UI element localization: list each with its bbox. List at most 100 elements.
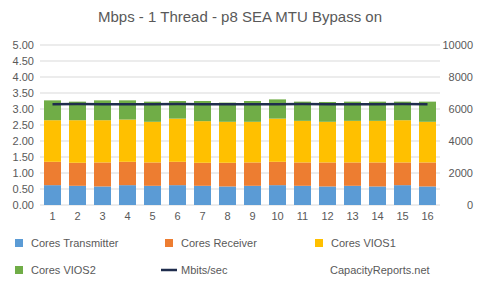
bar	[169, 119, 186, 162]
bar	[244, 122, 261, 163]
x-tick-label: 16	[421, 210, 433, 222]
y-tick-label: 0.00	[13, 199, 34, 211]
y-tick-label: 1.50	[13, 151, 34, 163]
x-tick-label: 15	[396, 210, 408, 222]
x-tick-label: 6	[174, 210, 180, 222]
y2-tick-label: 6000	[449, 103, 473, 115]
bar	[69, 120, 86, 163]
x-tick-label: 8	[224, 210, 230, 222]
bar	[344, 162, 361, 185]
bar	[94, 162, 111, 186]
x-tick-label: 12	[321, 210, 333, 222]
grid-line	[40, 61, 440, 62]
bar	[394, 185, 411, 205]
bar	[94, 186, 111, 205]
bar	[419, 186, 436, 205]
bar	[369, 162, 386, 186]
bar	[144, 122, 161, 163]
y-tick-label: 2.50	[13, 119, 34, 131]
bar	[194, 163, 211, 186]
bar	[294, 162, 311, 185]
bar	[269, 185, 286, 205]
y-tick-label: 0.50	[13, 183, 34, 195]
bar	[244, 186, 261, 205]
bar	[119, 162, 136, 185]
y-tick-label: 3.00	[13, 103, 34, 115]
grid-line	[40, 45, 440, 46]
legend-swatch	[165, 239, 173, 247]
bar	[194, 186, 211, 205]
bar	[294, 186, 311, 205]
x-tick-label: 13	[346, 210, 358, 222]
bar	[144, 162, 161, 185]
legend-swatch	[15, 266, 23, 274]
bar	[219, 186, 236, 205]
bar	[394, 162, 411, 185]
bar	[169, 162, 186, 185]
y-tick-label: 5.00	[13, 39, 34, 51]
y2-tick-label: 8000	[449, 71, 473, 83]
x-tick-label: 9	[249, 210, 255, 222]
x-tick-label: 14	[371, 210, 383, 222]
y-tick-label: 1.00	[13, 167, 34, 179]
bar	[219, 163, 236, 187]
bar	[319, 122, 336, 163]
bar	[394, 120, 411, 162]
bar	[319, 186, 336, 205]
annotation: CapacityReports.net	[330, 264, 430, 276]
bar	[269, 99, 286, 118]
bar	[344, 186, 361, 205]
x-tick-label: 2	[74, 210, 80, 222]
legend-swatch	[15, 239, 23, 247]
legend-label: Cores Receiver	[181, 237, 257, 249]
y2-tick-label: 10000	[442, 39, 473, 51]
bar	[219, 122, 236, 163]
title: Mbps - 1 Thread - p8 SEA MTU Bypass on	[98, 8, 382, 25]
bar	[119, 120, 136, 162]
y-tick-label: 3.50	[13, 87, 34, 99]
legend-label: Cores Transmitter	[31, 237, 119, 249]
bar	[194, 121, 211, 163]
legend-line	[161, 269, 177, 272]
line	[53, 103, 428, 106]
bar	[144, 186, 161, 205]
bar	[294, 121, 311, 163]
bar	[94, 120, 111, 162]
background	[0, 0, 480, 288]
y-tick-label: 2.00	[13, 135, 34, 147]
bar	[119, 185, 136, 205]
bar	[369, 121, 386, 163]
y-tick-label: 4.50	[13, 55, 34, 67]
y2-tick-label: 2000	[449, 167, 473, 179]
legend-label: Cores VIOS2	[31, 264, 96, 276]
bar	[419, 122, 436, 163]
x-tick-label: 11	[297, 210, 308, 222]
legend-swatch	[315, 239, 323, 247]
grid-line	[40, 93, 440, 94]
bar	[344, 121, 361, 163]
bar	[419, 162, 436, 186]
bar	[44, 120, 61, 162]
chart: Mbps - 1 Thread - p8 SEA MTU Bypass on 0.…	[0, 0, 480, 288]
x-tick-label: 3	[99, 210, 105, 222]
x-tick-label: 7	[199, 210, 205, 222]
legend-label: Cores VIOS1	[331, 237, 396, 249]
bar	[369, 186, 386, 205]
bar	[244, 162, 261, 185]
x-tick-label: 10	[271, 210, 283, 222]
bar	[319, 162, 336, 186]
x-tick-label: 1	[49, 210, 55, 222]
bar	[44, 162, 61, 185]
y-tick-label: 4.00	[13, 71, 34, 83]
bar	[44, 185, 61, 205]
grid-line	[40, 77, 440, 78]
y2-tick-label: 0	[467, 199, 473, 211]
x-tick-label: 5	[149, 210, 155, 222]
bar	[69, 186, 86, 205]
legend-label: Mbits/sec	[181, 264, 228, 276]
bar	[169, 185, 186, 205]
marks	[44, 99, 436, 205]
bar	[269, 119, 286, 162]
bar	[269, 162, 286, 185]
bar	[69, 163, 86, 186]
